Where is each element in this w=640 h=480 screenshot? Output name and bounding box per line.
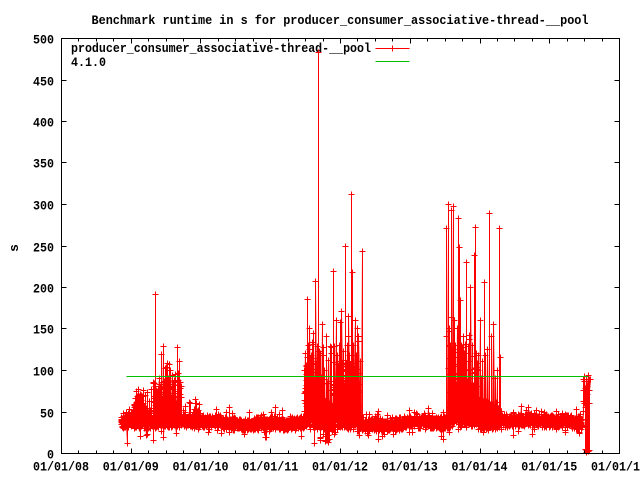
svg-text:0: 0 bbox=[47, 448, 54, 463]
svg-text:01/01/14: 01/01/14 bbox=[452, 460, 508, 475]
svg-text:500: 500 bbox=[33, 33, 54, 48]
svg-text:4.1.0: 4.1.0 bbox=[71, 55, 106, 70]
svg-text:350: 350 bbox=[33, 157, 54, 172]
svg-text:01/01/09: 01/01/09 bbox=[103, 460, 159, 475]
svg-text:Benchmark runtime in s for pro: Benchmark runtime in s for producer_cons… bbox=[92, 13, 589, 28]
svg-text:01/01/16: 01/01/16 bbox=[591, 460, 640, 475]
svg-text:01/01/12: 01/01/12 bbox=[312, 460, 368, 475]
svg-text:100: 100 bbox=[33, 365, 54, 380]
svg-text:400: 400 bbox=[33, 116, 54, 131]
svg-text:01/01/15: 01/01/15 bbox=[521, 460, 577, 475]
svg-text:s: s bbox=[7, 244, 22, 252]
svg-text:200: 200 bbox=[33, 282, 54, 297]
svg-text:01/01/11: 01/01/11 bbox=[242, 460, 298, 475]
svg-text:150: 150 bbox=[33, 323, 54, 338]
svg-text:300: 300 bbox=[33, 199, 54, 214]
svg-text:50: 50 bbox=[40, 407, 54, 422]
svg-text:01/01/08: 01/01/08 bbox=[33, 460, 89, 475]
svg-text:01/01/13: 01/01/13 bbox=[382, 460, 438, 475]
svg-text:250: 250 bbox=[33, 241, 54, 256]
svg-text:producer_consumer_associative-: producer_consumer_associative-thread-__p… bbox=[71, 41, 371, 56]
svg-text:01/01/10: 01/01/10 bbox=[173, 460, 229, 475]
svg-text:450: 450 bbox=[33, 75, 54, 90]
